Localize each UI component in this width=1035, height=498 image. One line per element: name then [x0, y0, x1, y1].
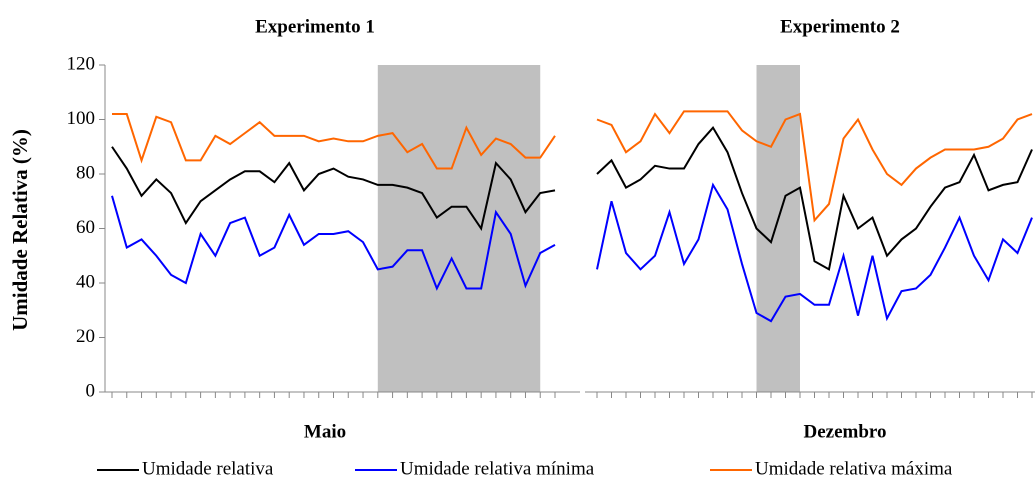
series-line	[111, 146, 556, 231]
y-axis-label: Umidade Relativa (%)	[8, 129, 32, 331]
series-line	[111, 195, 556, 291]
legend-label: Umidade relativa máxima	[755, 458, 953, 479]
y-tick-label: 80	[76, 162, 95, 183]
y-tick-label: 20	[76, 326, 95, 347]
legend-label: Umidade relativa mínima	[400, 458, 595, 479]
series-line	[596, 182, 1033, 323]
chart-title: Experimento 1	[255, 16, 375, 37]
y-tick-label: 60	[76, 217, 95, 238]
y-tick-label: 0	[86, 380, 96, 401]
shaded-period	[377, 65, 541, 392]
legend-label: Umidade relativa	[142, 458, 274, 479]
y-tick-label: 100	[67, 108, 96, 129]
y-tick-label: 120	[67, 53, 96, 74]
chart-title: Experimento 2	[780, 16, 900, 37]
series-line	[596, 125, 1033, 271]
series-line	[596, 110, 1033, 223]
y-tick-label: 40	[76, 271, 95, 292]
x-axis-label: Dezembro	[803, 421, 886, 442]
series-line	[112, 113, 556, 170]
x-axis-label: Maio	[304, 421, 346, 442]
shaded-period	[756, 65, 800, 392]
